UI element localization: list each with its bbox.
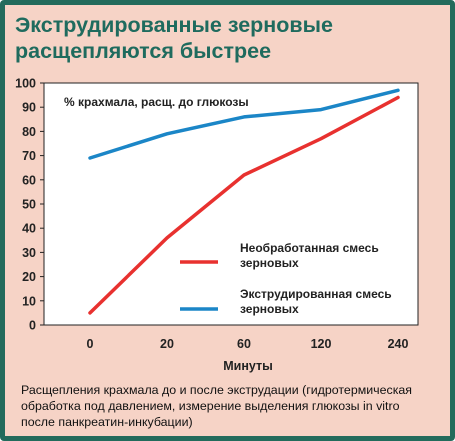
page-title: Экструдированные зерновые расщепляются б…: [15, 12, 455, 64]
caption-line-1: Расщепления крахмала до и после экструда…: [21, 383, 412, 397]
x-tick-label: 240: [388, 337, 409, 351]
y-tick-label: 20: [22, 270, 36, 284]
y-tick-label: 70: [22, 149, 36, 163]
legend-label: Экструдированная смесь зерновых: [240, 287, 392, 316]
y-tick-label: 50: [22, 198, 36, 212]
legend-label: Необработанная смесь зерновых: [240, 241, 379, 270]
y-tick-label: 60: [22, 173, 36, 187]
figure-caption: Расщепления крахмала до и после экструда…: [21, 382, 441, 430]
x-axis-label: Минуты: [223, 359, 273, 373]
title-line-1: Экструдированные зерновые: [15, 13, 333, 37]
caption-line-2: обработка под давлением, измерение выдел…: [21, 399, 400, 413]
y-tick-label: 80: [22, 125, 36, 139]
y-tick-label: 30: [22, 246, 36, 260]
y-tick-label: 10: [22, 294, 36, 308]
title-line-2: расщепляются быстрее: [15, 39, 272, 63]
y-tick-label: 40: [22, 222, 36, 236]
x-tick-label: 20: [160, 337, 174, 351]
x-tick-label: 120: [311, 337, 332, 351]
x-tick-label: 0: [87, 337, 94, 351]
y-tick-label: 100: [15, 77, 36, 91]
y-tick-label: 0: [29, 319, 36, 333]
x-tick-label: 60: [237, 337, 251, 351]
y-axis-label: % крахмала, расщ. до глюкозы: [64, 95, 249, 109]
y-tick-label: 90: [22, 101, 36, 115]
caption-line-3: после панкреатин-инкубации): [21, 415, 193, 429]
plot-area: [43, 82, 419, 326]
